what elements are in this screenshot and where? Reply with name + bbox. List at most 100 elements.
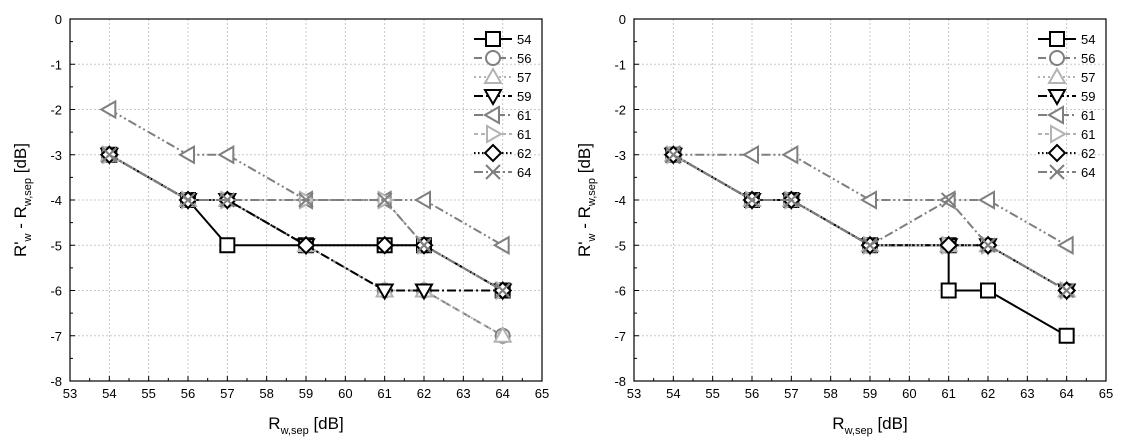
x-tick-label: 55 <box>705 386 719 401</box>
legend-marker <box>485 50 501 66</box>
data-point <box>859 190 877 210</box>
y-tick-label: -4 <box>614 193 626 208</box>
label-part: R' <box>11 241 30 257</box>
series-64-8 <box>101 147 511 299</box>
legend-label: 64 <box>1081 165 1095 180</box>
x-stroke <box>101 147 118 163</box>
x-tick-label: 58 <box>259 386 273 401</box>
data-point <box>219 237 236 254</box>
data-point <box>180 192 196 208</box>
y-tick-label: -6 <box>614 284 626 299</box>
data-point <box>862 237 878 253</box>
x-stroke <box>862 237 878 253</box>
x-tick-label: 61 <box>377 386 391 401</box>
series-61-6 <box>666 145 1077 301</box>
x-tick-label: 59 <box>863 386 877 401</box>
legend-label: 61 <box>517 127 531 142</box>
y-tick-label: -1 <box>614 57 626 72</box>
y-tick-label: -3 <box>614 148 626 163</box>
y-axis-label: R'w - Rw,sep [dB] <box>11 143 34 257</box>
y-tick-label: -8 <box>50 374 62 389</box>
label-part: [dB] <box>11 143 30 178</box>
y-tick-label: -1 <box>50 57 62 72</box>
label-part: - R <box>11 206 30 233</box>
legend-marker <box>483 89 503 107</box>
x-stroke <box>940 192 957 208</box>
x-axis-label: Rw,sep [dB] <box>832 414 907 437</box>
x-tick-label: 59 <box>299 386 313 401</box>
data-point <box>665 147 682 163</box>
legend-item: 54 <box>474 31 531 47</box>
legend-label: 62 <box>1081 146 1095 161</box>
label-subscript: w,sep <box>280 425 309 437</box>
data-point <box>940 192 957 208</box>
x-stroke <box>376 192 393 208</box>
y-tick-label: -6 <box>50 284 62 299</box>
legend-item: 57 <box>474 66 531 85</box>
y-tick-label: 0 <box>619 12 626 27</box>
y-tick-label: -4 <box>50 193 62 208</box>
legend: 54 56 57 59 61 61 62 64 <box>1038 31 1095 180</box>
x-tick-label: 53 <box>627 386 641 401</box>
legend-marker <box>486 124 504 144</box>
legend-marker <box>1047 89 1067 107</box>
label-subscript: w <box>586 233 598 242</box>
legend-item: 61 <box>1038 105 1095 125</box>
legend-item: 56 <box>474 50 531 66</box>
legend-item: 62 <box>474 143 531 163</box>
label-part: R <box>832 414 844 433</box>
series-61-6 <box>102 145 513 301</box>
legend-marker <box>485 31 501 47</box>
y-tick-label: 0 <box>55 12 62 27</box>
data-point <box>980 237 996 253</box>
data-point <box>980 282 996 299</box>
series-57-3 <box>663 144 1077 298</box>
legend-label: 57 <box>517 70 531 85</box>
x-tick-label: 58 <box>823 386 837 401</box>
data-point <box>492 235 510 255</box>
data-point <box>1056 235 1074 255</box>
x-tick-label: 53 <box>63 386 77 401</box>
label-part: R <box>268 414 280 433</box>
data-point <box>374 283 395 301</box>
x-tick-label: 57 <box>220 386 234 401</box>
x-tick-label: 64 <box>495 386 509 401</box>
x-axis: 53 54 55 56 57 58 59 60 61 62 63 64 65 <box>627 376 1113 401</box>
x-tick-label: 63 <box>456 386 470 401</box>
data-point <box>375 235 395 255</box>
data-point <box>217 145 235 165</box>
x-tick-label: 57 <box>784 386 798 401</box>
legend-marker <box>482 105 500 125</box>
legend-marker <box>1050 124 1068 144</box>
x-tick-label: 62 <box>417 386 431 401</box>
legend-item: 59 <box>1038 89 1095 107</box>
legend-item: 61 <box>1038 124 1095 144</box>
label-part: [dB] <box>309 414 344 433</box>
data-point <box>977 190 995 210</box>
x-tick-label: 60 <box>338 386 352 401</box>
y-tick-label: -3 <box>50 148 62 163</box>
legend-item: 61 <box>474 105 531 125</box>
data-point <box>413 190 431 210</box>
legend-marker <box>483 66 503 84</box>
data-point <box>783 192 800 208</box>
data-point <box>940 282 957 299</box>
x-tick-label: 61 <box>941 386 955 401</box>
data-point <box>219 192 236 208</box>
data-point <box>781 145 799 165</box>
x-stroke <box>298 192 314 208</box>
data-point <box>177 145 195 165</box>
x-stroke <box>180 192 196 208</box>
data-point <box>492 325 513 343</box>
legend-item: 64 <box>1038 164 1095 180</box>
x-tick-label: 62 <box>981 386 995 401</box>
data-point <box>1058 282 1075 299</box>
legend-item: 64 <box>474 164 531 180</box>
legend-label: 57 <box>1081 70 1095 85</box>
legend-marker <box>1049 164 1065 180</box>
x-stroke <box>485 164 501 180</box>
label-part: R' <box>575 241 594 257</box>
legend-marker <box>483 143 503 163</box>
x-axis: 53 54 55 56 57 58 59 60 61 62 63 64 65 <box>63 376 549 401</box>
legend-label: 56 <box>1081 51 1095 66</box>
